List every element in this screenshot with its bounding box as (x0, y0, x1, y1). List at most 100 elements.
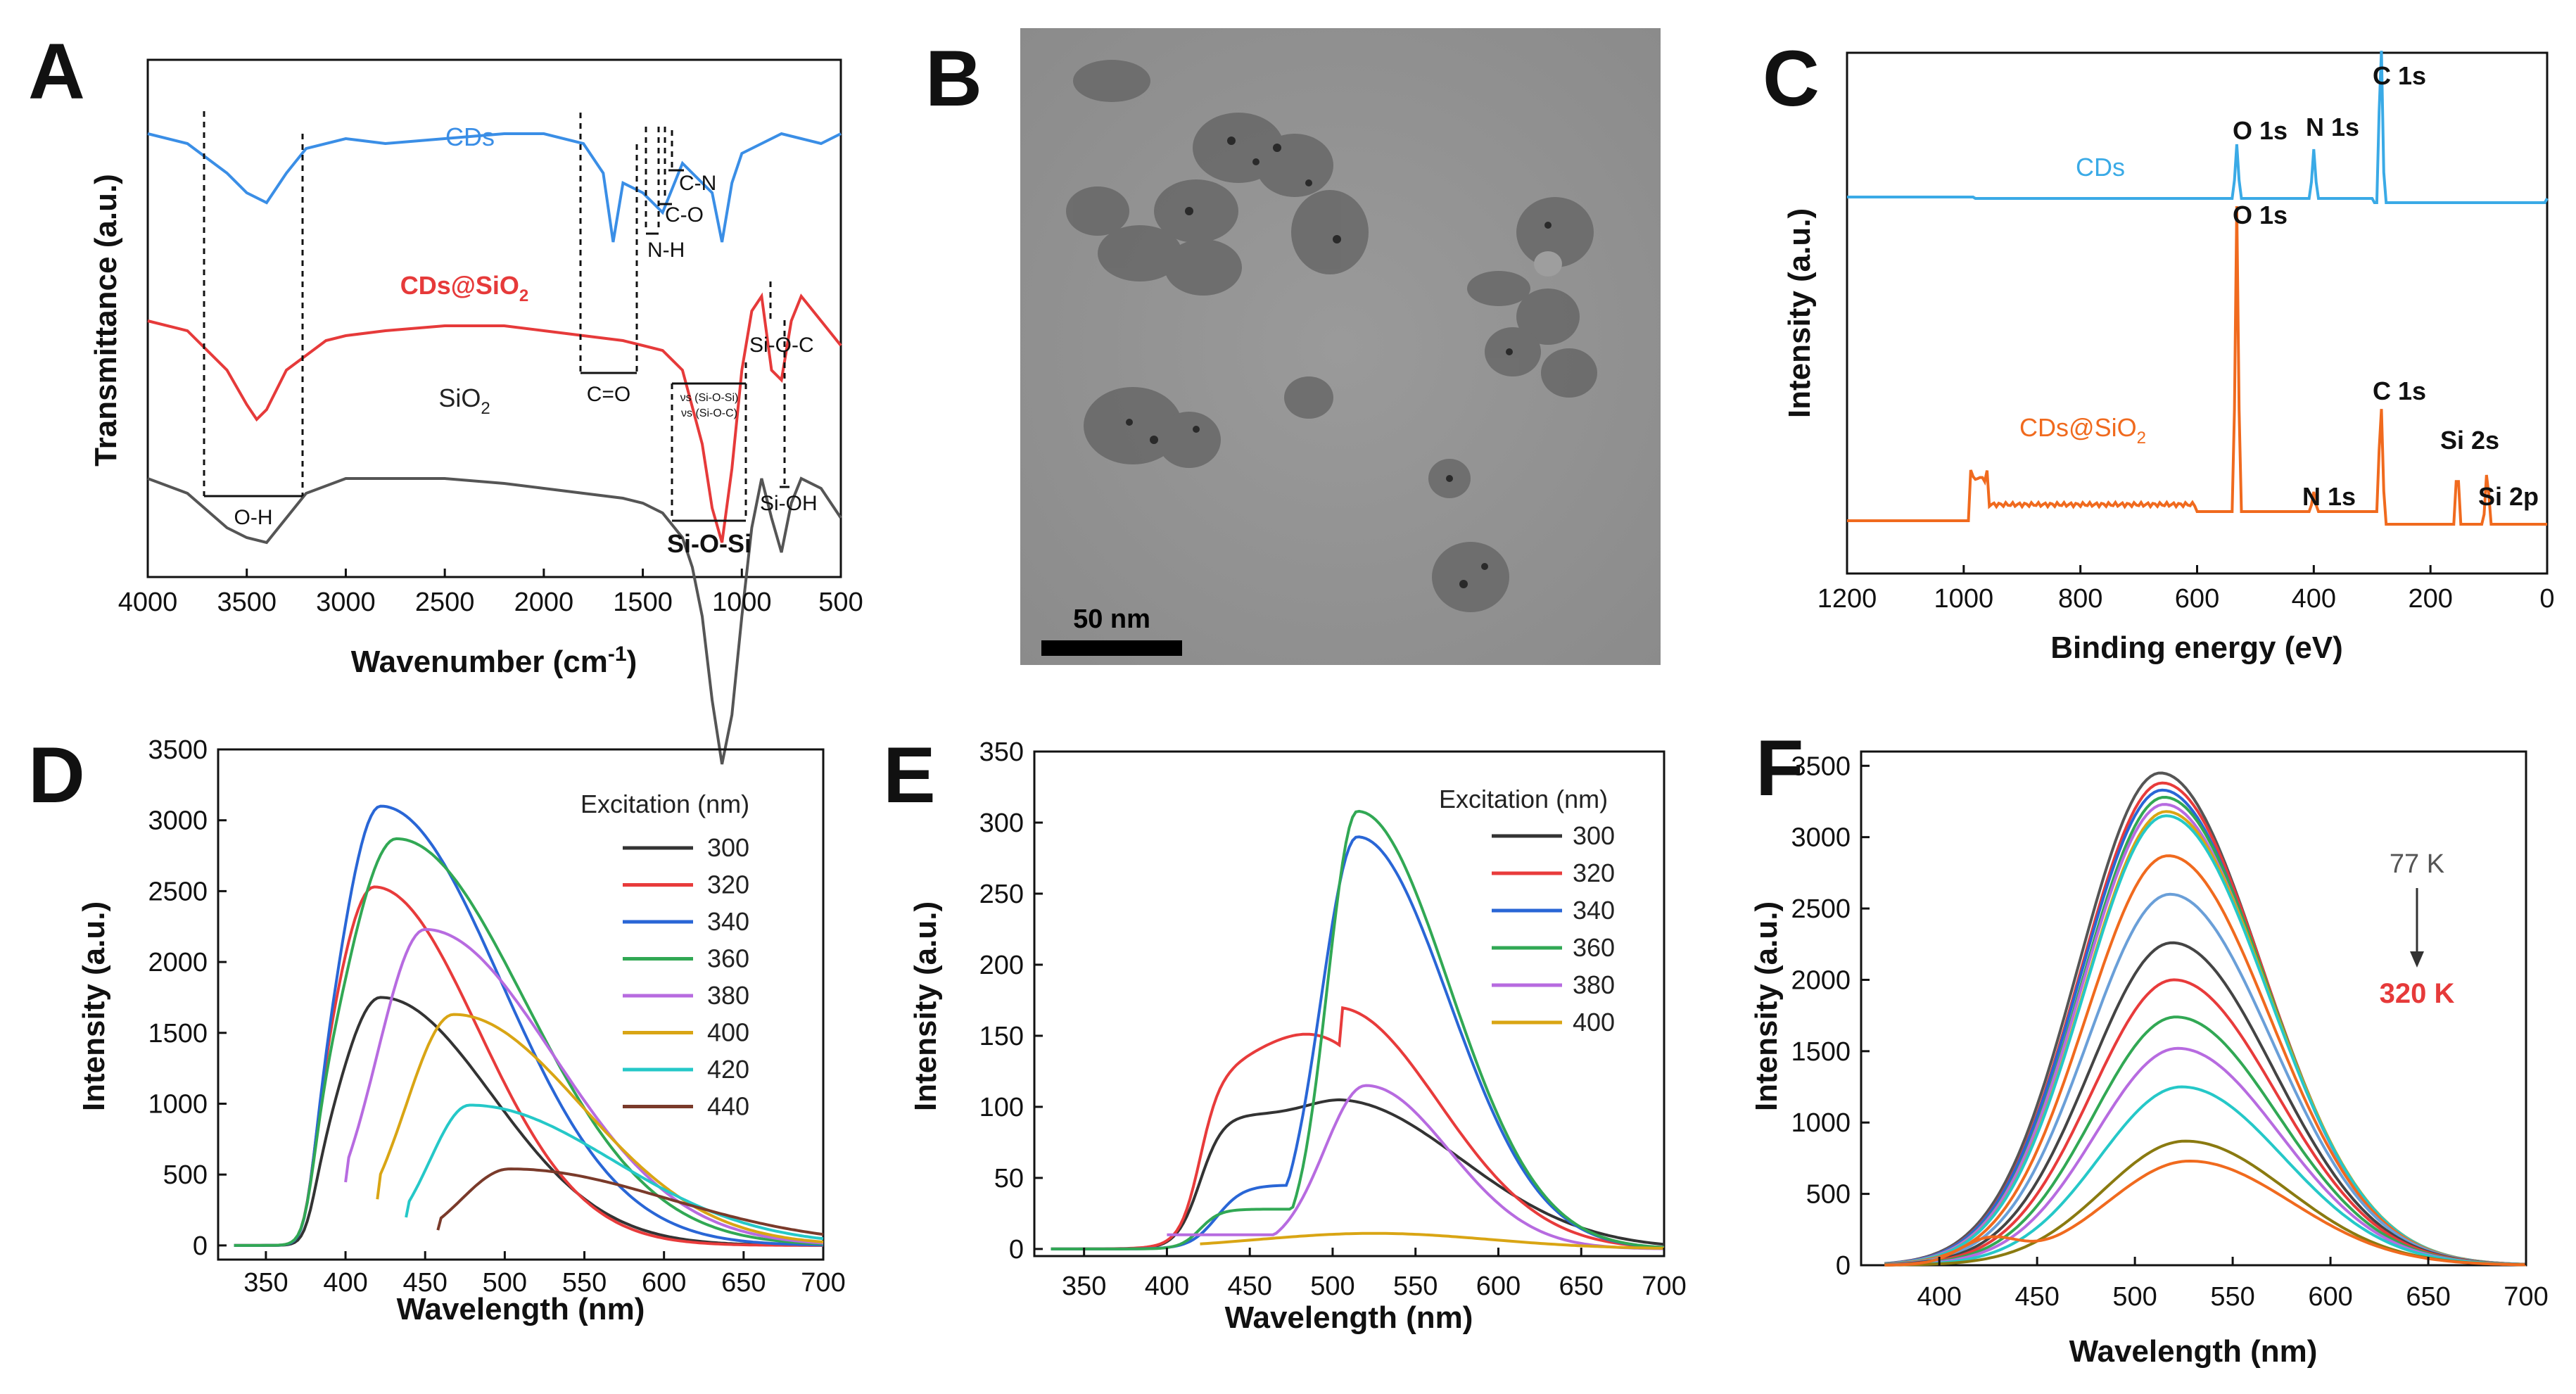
x-tick-label-d: 700 (801, 1268, 845, 1298)
panel-e-excitation-chart: 350 400 450 500 550 600 650 7000501001502002503… (908, 737, 1687, 1335)
y-tick-label-e: 100 (979, 1093, 1024, 1122)
tem-hole (1534, 251, 1562, 277)
series-line-c-1 (1847, 206, 2547, 524)
annotation-nus-si-o-c: νs (Si-O-C) (681, 407, 737, 419)
legend-label-d: 360 (707, 944, 749, 973)
y-tick-label-f: 2000 (1791, 965, 1851, 995)
panel-label-a: A (28, 27, 85, 115)
x-tick-label-f: 400 (1917, 1282, 1961, 1312)
x-tick-label-f: 500 (2112, 1282, 2157, 1312)
x-axis-label-c: Binding energy (eV) (2050, 631, 2343, 665)
x-tick-label-f: 700 (2504, 1282, 2548, 1312)
legend-label-e: 400 (1573, 1008, 1615, 1037)
y-tick-label-d: 1000 (148, 1089, 208, 1119)
y-tick-label-d: 2500 (148, 877, 208, 906)
y-tick-label-f: 1500 (1791, 1037, 1851, 1067)
series-line-c-0 (1847, 51, 2547, 203)
series-label-cds-c: CDs (2076, 153, 2125, 182)
temp-label-77k: 77 K (2390, 849, 2444, 879)
y-axis-label-c: Intensity (a.u.) (1782, 208, 1817, 418)
x-tick-label-e: 550 (1393, 1272, 1438, 1301)
tem-background (1020, 28, 1661, 665)
y-tick-label-f: 3500 (1791, 752, 1851, 781)
x-tick-label-e: 650 (1559, 1272, 1604, 1301)
x-tick-label-c: 1200 (1817, 584, 1877, 614)
y-axis-label-a: Transmittance (a.u.) (89, 174, 123, 467)
series-line-f-8 (1884, 894, 2526, 1265)
y-axis-label-d: Intensity (a.u.) (77, 901, 111, 1111)
panel-label-e: E (883, 731, 936, 819)
x-axis-label-d: Wavelength (nm) (397, 1292, 645, 1326)
legend-title-e: Excitation (nm) (1439, 785, 1608, 813)
legend-label-d: 440 (707, 1092, 749, 1121)
y-tick-label-f: 0 (1836, 1251, 1851, 1281)
x-tick-label-a: 2000 (514, 588, 574, 617)
x-tick-label-f: 650 (2406, 1282, 2450, 1312)
peak-label-c: N 1s (2306, 113, 2359, 141)
x-tick-label-a: 500 (818, 588, 863, 617)
legend-label-e: 320 (1573, 858, 1615, 887)
x-tick-label-a: 1500 (613, 588, 673, 617)
series-line-d-400 (377, 1015, 823, 1242)
y-tick-label-e: 200 (979, 951, 1024, 980)
x-axis-label-e: Wavelength (nm) (1225, 1300, 1473, 1335)
annotation-c-double-o: C=O (587, 383, 631, 406)
series-line-e-380 (1167, 1086, 1664, 1249)
panel-label-c: C (1763, 34, 1820, 122)
legend-label-e: 380 (1573, 970, 1615, 999)
series-line-d-380 (345, 930, 823, 1243)
x-tick-label-e: 400 (1145, 1272, 1189, 1301)
y-tick-label-e: 350 (979, 737, 1024, 767)
annotation-c-o: C-O (665, 203, 704, 227)
annotation-cn: C-N (679, 172, 716, 195)
x-tick-label-d: 350 (243, 1268, 288, 1298)
x-axis-label-f: Wavelength (nm) (2069, 1334, 2318, 1369)
y-tick-label-d: 3500 (148, 735, 208, 765)
legend-label-d: 420 (707, 1055, 749, 1084)
legend-label-d: 300 (707, 833, 749, 862)
temp-label-320k: 320 K (2380, 978, 2455, 1009)
series-label-cds: CDs (445, 122, 495, 151)
annotation-nh: N-H (647, 239, 685, 262)
x-tick-label-e: 500 (1310, 1272, 1354, 1301)
x-tick-label-a: 4000 (118, 588, 178, 617)
x-tick-label-d: 600 (642, 1268, 686, 1298)
series-label-sio2: SiO2 (438, 384, 490, 418)
panel-a-ftir-chart: 4000 3500 3000 2500 2000 1500 1000 500 O-H C=O … (89, 60, 863, 764)
panel-b-tem-image: 50 nm (1020, 28, 1661, 665)
y-tick-label-d: 2000 (148, 948, 208, 977)
series-line-f-12 (1884, 1048, 2526, 1265)
legend-label-d: 380 (707, 981, 749, 1010)
y-tick-label-e: 50 (994, 1164, 1024, 1193)
legend-label-e: 340 (1573, 896, 1615, 925)
x-tick-label-a: 2500 (415, 588, 475, 617)
x-tick-label-c: 1000 (1934, 584, 1994, 614)
y-tick-label-d: 3000 (148, 806, 208, 836)
x-tick-label-c: 0 (2539, 584, 2554, 614)
y-tick-label-e: 150 (979, 1022, 1024, 1051)
x-tick-label-f: 550 (2210, 1282, 2254, 1312)
legend-label-d: 320 (707, 870, 749, 899)
y-axis-label-e: Intensity (a.u.) (908, 901, 943, 1111)
x-tick-label-e: 450 (1227, 1272, 1271, 1301)
series-label-cds-sio2-c: CDs@SiO2 (2019, 413, 2146, 448)
y-tick-label-f: 2500 (1791, 894, 1851, 924)
peak-label-c: O 1s (2233, 201, 2288, 229)
x-tick-label-c: 800 (2058, 584, 2102, 614)
x-tick-label-d: 400 (323, 1268, 367, 1298)
y-tick-label-f: 1000 (1791, 1108, 1851, 1138)
annotation-si-o-c: Si-O-C (749, 334, 814, 357)
y-tick-label-e: 0 (1009, 1235, 1024, 1265)
y-tick-label-d: 500 (163, 1160, 208, 1190)
annotation-si-oh: Si-OH (760, 492, 818, 515)
y-tick-label-e: 250 (979, 880, 1024, 909)
series-line-e-300 (1051, 1100, 1664, 1249)
x-axis-label-a: Wavenumber (cm-1) (351, 642, 637, 679)
panel-d-excitation-chart: 350 400 450 500 550 600 650 700 0 500 1000 1500 2000… (77, 735, 846, 1326)
annotation-nus-si-o-si: νs (Si-O-Si) (680, 392, 739, 404)
x-tick-label-f: 600 (2308, 1282, 2352, 1312)
panel-label-d: D (28, 731, 85, 819)
y-tick-label-f: 3000 (1791, 823, 1851, 853)
legend-label-d: 400 (707, 1018, 749, 1047)
